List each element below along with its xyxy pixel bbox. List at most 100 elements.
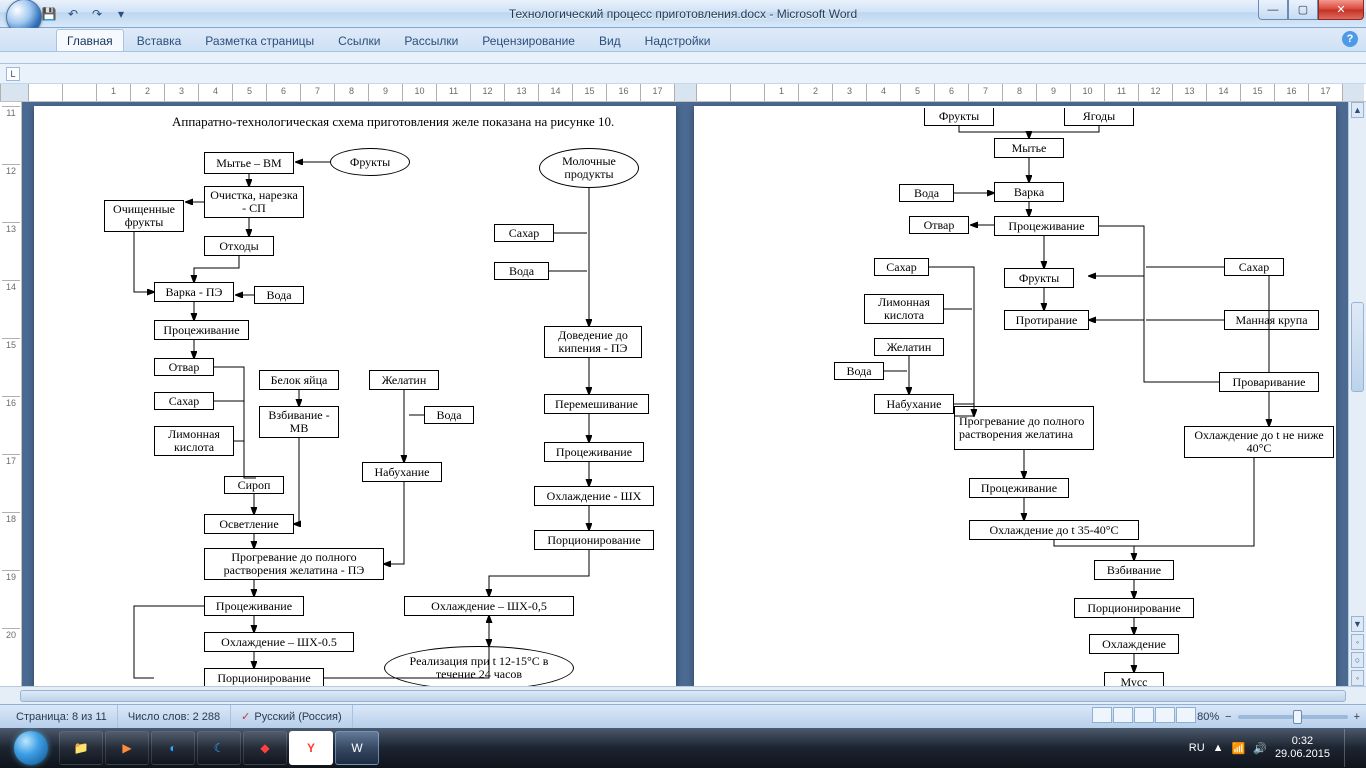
scroll-thumb-h[interactable] (20, 690, 1346, 702)
node-osvetl: Осветление (204, 514, 294, 534)
node-protsezh3: Процеживание (544, 442, 644, 462)
node-protsezh1: Процеживание (154, 320, 249, 340)
node-sahar2: Сахар (494, 224, 554, 242)
m22: Взбивание (1094, 560, 1174, 580)
show-desktop-button[interactable] (1344, 729, 1358, 767)
status-words[interactable]: Число слов: 2 288 (118, 705, 231, 728)
status-page[interactable]: Страница: 8 из 11 (6, 705, 118, 728)
scroll-down-button[interactable]: ▼ (1351, 616, 1364, 632)
m2: Ягоды (1064, 108, 1134, 126)
browse-object-button[interactable]: ○ (1351, 652, 1364, 668)
taskbar-app1-icon[interactable]: ◐ (151, 731, 195, 765)
node-peremesh: Перемешивание (544, 394, 649, 414)
tray-network-icon[interactable]: 📶 (1232, 742, 1246, 755)
next-page-button[interactable]: ◦ (1351, 670, 1364, 686)
node-doved: Доведение до кипения - ПЭ (544, 326, 642, 358)
horizontal-scrollbar[interactable] (0, 686, 1366, 704)
tab-mailings[interactable]: Рассылки (393, 29, 469, 51)
start-button[interactable] (4, 729, 58, 767)
horizontal-ruler[interactable]: 1234567891011121314151617123456789101112… (0, 84, 1366, 102)
vertical-scrollbar[interactable]: ▲ ▼ ◦ ○ ◦ (1348, 102, 1366, 686)
zoom-out-button[interactable]: − (1225, 711, 1231, 723)
help-icon[interactable]: ? (1342, 31, 1358, 47)
window-title: Технологический процесс приготовления.do… (0, 7, 1366, 21)
m7: Процеживание (994, 216, 1099, 236)
tab-layout[interactable]: Разметка страницы (194, 29, 325, 51)
node-sirop: Сироп (224, 476, 284, 494)
node-vzbiv1: Взбивание - МВ (259, 406, 339, 438)
vertical-ruler[interactable]: 1112131415161718192021 (0, 102, 22, 686)
node-porc2: Порционирование (534, 530, 654, 550)
node-otvar: Отвар (154, 358, 214, 376)
node-voda3: Вода (494, 262, 549, 280)
zoom-slider[interactable] (1238, 715, 1348, 719)
taskbar-word-icon[interactable]: W (335, 731, 379, 765)
status-bar: Страница: 8 из 11 Число слов: 2 288 ✓Рус… (0, 704, 1366, 728)
prev-page-button[interactable]: ◦ (1351, 634, 1364, 650)
tab-references[interactable]: Ссылки (327, 29, 391, 51)
node-ohlazh1: Охлаждение – ШХ-0.5 (204, 632, 354, 652)
taskbar: 📁 ▶ ◐ ☾ ◆ Y W RU ▲ 📶 🔊 0:3229.06.2015 (0, 728, 1366, 768)
tab-review[interactable]: Рецензирование (471, 29, 586, 51)
node-othody: Отходы (204, 236, 274, 256)
pages-container: Аппаратно-технологическая схема приготов… (22, 102, 1348, 686)
node-voda1: Вода (254, 286, 304, 304)
zoom-in-button[interactable]: + (1354, 711, 1360, 723)
tab-addins[interactable]: Надстройки (634, 29, 722, 51)
m19: Прогревание до полного растворения желат… (954, 406, 1094, 450)
taskbar-app3-icon[interactable]: ◆ (243, 731, 287, 765)
m15: Охлаждение до t не ниже 40°С (1184, 426, 1334, 458)
m3: Мытье (994, 138, 1064, 158)
m21: Охлаждение до t 35-40°С (969, 520, 1139, 540)
ribbon-tabs: Главная Вставка Разметка страницы Ссылки… (0, 28, 1366, 52)
tab-home[interactable]: Главная (56, 29, 124, 51)
tray-flag-icon[interactable]: ▲ (1213, 742, 1224, 754)
m20: Процеживание (969, 478, 1069, 498)
close-button[interactable]: ✕ (1318, 0, 1364, 20)
m17: Вода (834, 362, 884, 380)
node-sahar1: Сахар (154, 392, 214, 410)
m24: Охлаждение (1089, 634, 1179, 654)
mini-toolbar: L (0, 64, 1366, 84)
taskbar-yandex-icon[interactable]: Y (289, 731, 333, 765)
node-progrev1: Прогревание до полного растворения желат… (204, 548, 384, 580)
zoom-value: 80% (1197, 711, 1219, 723)
node-ochistka: Очистка, нарезка - СП (204, 186, 304, 218)
m11: Протирание (1004, 310, 1089, 330)
tray-lang[interactable]: RU (1189, 742, 1205, 754)
node-limon: Лимонная кислота (154, 426, 234, 456)
system-tray[interactable]: RU ▲ 📶 🔊 0:3229.06.2015 (1189, 729, 1362, 767)
toolbar-sq-icon[interactable]: L (6, 67, 20, 81)
node-och-frukty: Очищенные фрукты (104, 200, 184, 232)
taskbar-app2-icon[interactable]: ☾ (197, 731, 241, 765)
node-varka: Варка - ПЭ (154, 282, 234, 302)
m16: Желатин (874, 338, 944, 356)
node-frukty: Фрукты (330, 148, 410, 176)
node-moloch: Молочные продукты (539, 148, 639, 188)
taskbar-mediaplayer-icon[interactable]: ▶ (105, 731, 149, 765)
maximize-button[interactable]: ▢ (1288, 0, 1318, 20)
scroll-up-button[interactable]: ▲ (1351, 102, 1364, 118)
m1: Фрукты (924, 108, 994, 126)
tray-volume-icon[interactable]: 🔊 (1253, 742, 1267, 755)
m9: Лимонная кислота (864, 294, 944, 324)
node-belok: Белок яйца (259, 370, 339, 390)
m8: Сахар (874, 258, 929, 276)
m5: Варка (994, 182, 1064, 202)
zoom-control[interactable]: 80% − + (1197, 711, 1360, 723)
node-protsezh2: Процеживание (204, 596, 304, 616)
node-nabuh: Набухание (362, 462, 442, 482)
status-lang[interactable]: ✓Русский (Россия) (231, 705, 353, 728)
tab-view[interactable]: Вид (588, 29, 632, 51)
node-ohlazh3: Охлаждение – ШХ-0,5 (404, 596, 574, 616)
tray-clock[interactable]: 0:3229.06.2015 (1275, 735, 1330, 761)
scroll-thumb-v[interactable] (1351, 302, 1364, 392)
minimize-button[interactable]: — (1258, 0, 1288, 20)
tab-insert[interactable]: Вставка (126, 29, 193, 51)
view-buttons[interactable] (1092, 707, 1197, 726)
node-realiz: Реализация при t 12-15°С в течение 24 ча… (384, 646, 574, 686)
page-left: Аппаратно-технологическая схема приготов… (34, 106, 676, 686)
m14: Проваривание (1219, 372, 1319, 392)
taskbar-explorer-icon[interactable]: 📁 (59, 731, 103, 765)
m4: Вода (899, 184, 954, 202)
